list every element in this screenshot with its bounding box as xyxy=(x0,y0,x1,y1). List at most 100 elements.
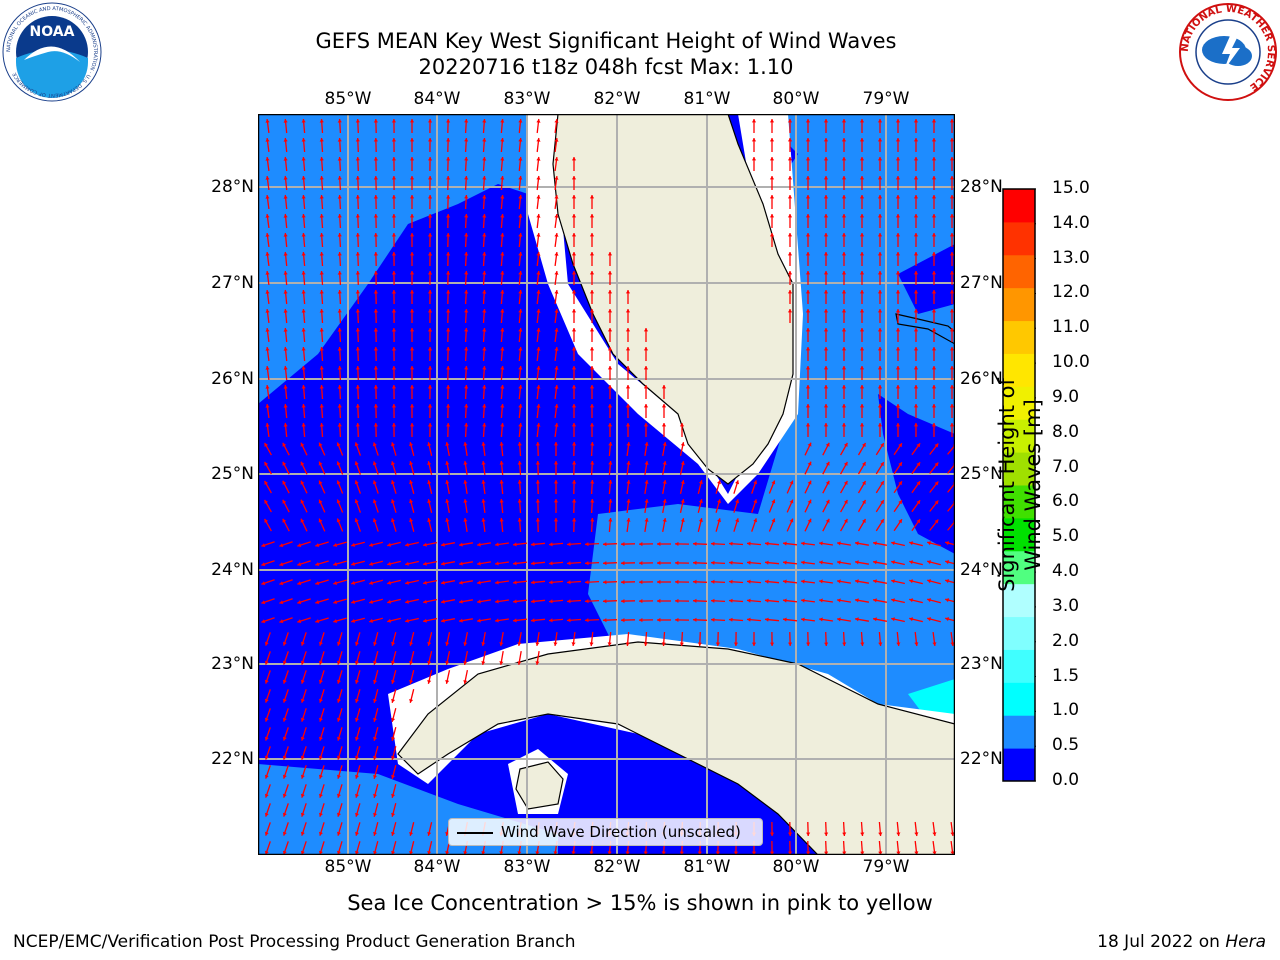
wave-direction-arrowhead xyxy=(282,499,287,504)
colorbar-segment xyxy=(1003,452,1035,486)
wave-direction-arrowhead xyxy=(337,850,341,855)
wave-direction-arrowhead xyxy=(283,271,288,275)
lon-label-top-83w: 83°W xyxy=(503,89,551,109)
wave-direction-arrowhead xyxy=(572,499,577,503)
wave-direction-arrowhead xyxy=(823,385,829,389)
wave-direction-arrowhead xyxy=(837,598,841,603)
wave-direction-arrowhead xyxy=(913,176,919,180)
wave-direction-arrowhead xyxy=(769,214,775,218)
wave-direction-arrowhead xyxy=(913,366,919,370)
wave-direction-arrowhead xyxy=(554,252,559,256)
wave-direction-arrowhead xyxy=(554,233,559,237)
wave-direction-arrowhead xyxy=(589,347,595,351)
wave-direction-arrowhead xyxy=(373,233,378,237)
wave-direction-arrowhead xyxy=(805,252,811,256)
wave-direction-arrowhead xyxy=(535,661,540,665)
wave-height-1.0-1.5-patch xyxy=(908,679,955,714)
wave-direction-arrowhead xyxy=(805,347,811,351)
wave-direction-arrowhead xyxy=(805,119,811,123)
wave-direction-arrowhead xyxy=(932,832,937,836)
lon-label-top-81w: 81°W xyxy=(683,89,731,109)
wave-direction-arrowhead xyxy=(625,423,631,427)
wave-direction-arrowhead xyxy=(931,214,937,218)
wave-direction-arrowhead xyxy=(698,499,703,503)
wave-direction-arrowhead xyxy=(536,385,541,389)
wave-direction-arrowhead xyxy=(603,618,607,623)
wave-direction-arrowhead xyxy=(949,252,955,256)
wave-direction-arrowhead xyxy=(680,518,685,522)
wave-direction-arrowhead xyxy=(553,851,558,855)
wave-direction-arrowhead xyxy=(877,328,883,332)
wave-direction-arrowhead xyxy=(391,755,396,760)
wave-direction-arrowhead xyxy=(657,598,661,603)
wave-direction-arrowhead xyxy=(891,598,895,603)
wave-direction-arrowhead xyxy=(405,599,409,604)
wave-direction-arrowhead xyxy=(318,461,323,466)
wave-direction-arrowhead xyxy=(446,157,451,161)
wave-direction-arrowhead xyxy=(387,599,391,604)
wave-direction-arrowhead xyxy=(841,366,847,370)
wave-direction-arrowhead xyxy=(459,618,463,623)
wave-direction-arrowhead xyxy=(319,309,324,313)
wave-direction-arrowhead xyxy=(807,518,812,523)
wave-direction-arrowhead xyxy=(373,641,377,646)
wave-direction-arrowhead xyxy=(536,214,541,218)
wave-direction-arrowhead xyxy=(391,518,395,523)
wave-direction-arrowhead xyxy=(554,157,559,161)
wave-direction-arrowhead xyxy=(837,617,841,622)
wave-direction-arrowhead xyxy=(518,309,523,313)
wave-direction-arrowhead xyxy=(747,541,751,546)
wave-direction-arrowhead xyxy=(949,119,955,123)
wave-direction-arrowhead xyxy=(554,423,559,427)
wave-direction-arrowhead xyxy=(873,617,877,622)
wave-direction-arrowhead xyxy=(410,119,415,123)
wave-direction-arrowhead xyxy=(282,641,287,646)
wave-direction-arrowhead xyxy=(391,290,396,294)
wave-direction-arrowhead xyxy=(589,423,595,427)
wave-direction-arrowhead xyxy=(661,642,666,646)
wave-direction-arrowhead xyxy=(482,328,487,332)
wave-direction-arrowhead xyxy=(482,119,487,123)
wave-direction-arrowhead xyxy=(895,347,901,351)
wave-direction-arrowhead xyxy=(626,518,631,522)
wave-direction-arrowhead xyxy=(300,499,305,504)
wave-direction-arrowhead xyxy=(369,542,373,547)
wave-direction-arrowhead xyxy=(441,580,445,585)
wave-direction-arrowhead xyxy=(895,233,901,237)
wave-direction-arrowhead xyxy=(949,309,955,313)
wave-direction-arrowhead xyxy=(949,195,955,199)
wave-direction-arrowhead xyxy=(336,442,341,447)
wave-direction-arrowhead xyxy=(949,328,955,332)
wave-direction-arrowhead xyxy=(373,157,378,161)
wave-direction-arrowhead xyxy=(621,580,625,585)
wave-direction-arrowhead xyxy=(428,195,433,199)
wave-direction-arrowhead xyxy=(819,560,823,565)
wave-direction-arrowhead xyxy=(859,404,865,408)
colorbar-tick-label: 2.0 xyxy=(1052,630,1080,651)
wave-direction-arrowhead xyxy=(787,309,793,313)
wave-direction-arrowhead xyxy=(603,599,607,604)
wave-direction-arrowhead xyxy=(279,543,284,548)
wave-direction-arrowhead xyxy=(693,560,697,565)
wave-direction-arrowhead xyxy=(553,499,558,503)
wave-direction-arrowhead xyxy=(823,252,829,256)
wave-direction-arrowhead xyxy=(787,176,793,180)
wave-direction-arrowhead xyxy=(459,561,463,566)
wave-direction-arrowhead xyxy=(841,385,847,389)
nws-logo: NATIONAL WEATHER SERVICE xyxy=(1178,2,1278,102)
wave-direction-arrowhead xyxy=(931,290,937,294)
wave-direction-arrowhead xyxy=(729,579,733,584)
wave-direction-arrowhead xyxy=(428,366,433,370)
wave-direction-arrowhead xyxy=(769,119,775,123)
wave-direction-arrowhead xyxy=(337,793,341,798)
wave-direction-arrowhead xyxy=(931,328,937,332)
wave-direction-arrowhead xyxy=(513,618,517,623)
wave-direction-arrowhead xyxy=(931,195,937,199)
wave-direction-arrowhead xyxy=(787,233,793,237)
wave-direction-arrowhead xyxy=(391,252,396,256)
wave-direction-arrowhead xyxy=(842,832,847,836)
wave-direction-arrowhead xyxy=(585,618,589,623)
wave-direction-arrowhead xyxy=(931,119,937,123)
wave-direction-arrowhead xyxy=(843,442,848,447)
wave-direction-arrowhead xyxy=(644,442,649,446)
